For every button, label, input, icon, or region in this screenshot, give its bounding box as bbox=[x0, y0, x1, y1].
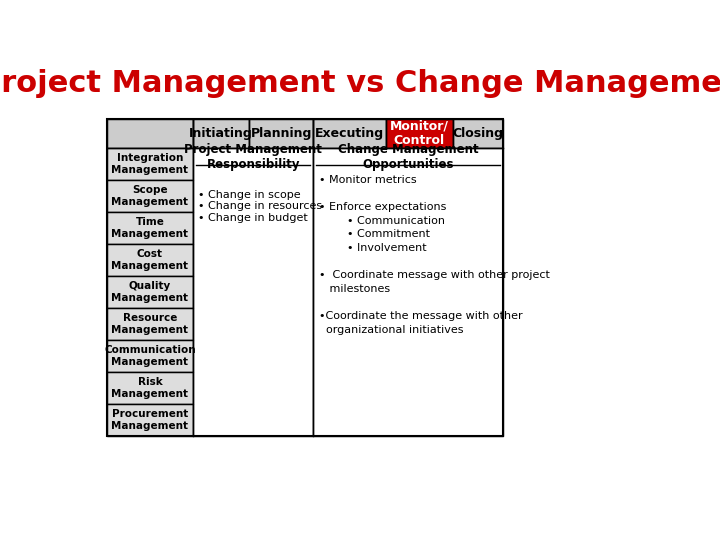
FancyBboxPatch shape bbox=[193, 119, 249, 148]
FancyBboxPatch shape bbox=[107, 148, 193, 180]
FancyBboxPatch shape bbox=[249, 119, 313, 148]
Text: Scope
Management: Scope Management bbox=[112, 185, 189, 207]
Text: Time
Management: Time Management bbox=[112, 217, 189, 239]
Text: Project Management vs Change Management: Project Management vs Change Management bbox=[0, 69, 720, 98]
FancyBboxPatch shape bbox=[313, 148, 503, 436]
Text: • Change in scope
• Change in resources
• Change in budget: • Change in scope • Change in resources … bbox=[198, 190, 322, 222]
Text: Monitor/
Control: Monitor/ Control bbox=[390, 119, 449, 147]
FancyBboxPatch shape bbox=[107, 340, 193, 372]
Text: Initiating: Initiating bbox=[189, 127, 253, 140]
Text: Change Management
Opportunities: Change Management Opportunities bbox=[338, 143, 478, 171]
FancyBboxPatch shape bbox=[107, 212, 193, 244]
FancyBboxPatch shape bbox=[107, 372, 193, 404]
Text: Planning: Planning bbox=[251, 127, 312, 140]
Text: Communication
Management: Communication Management bbox=[104, 345, 196, 367]
Text: Cost
Management: Cost Management bbox=[112, 249, 189, 271]
FancyBboxPatch shape bbox=[107, 119, 193, 148]
FancyBboxPatch shape bbox=[107, 404, 193, 436]
Text: Resource
Management: Resource Management bbox=[112, 313, 189, 335]
FancyBboxPatch shape bbox=[107, 276, 193, 308]
FancyBboxPatch shape bbox=[107, 180, 193, 212]
Text: • Monitor metrics

• Enforce expectations
        • Communication
        • Comm: • Monitor metrics • Enforce expectations… bbox=[319, 175, 549, 335]
FancyBboxPatch shape bbox=[313, 119, 386, 148]
Text: Risk
Management: Risk Management bbox=[112, 377, 189, 399]
Text: Project Management
Responsibility: Project Management Responsibility bbox=[184, 143, 322, 171]
Text: Quality
Management: Quality Management bbox=[112, 281, 189, 303]
Text: Procurement
Management: Procurement Management bbox=[112, 409, 189, 431]
FancyBboxPatch shape bbox=[107, 308, 193, 340]
FancyBboxPatch shape bbox=[107, 244, 193, 276]
Text: Closing: Closing bbox=[452, 127, 503, 140]
FancyBboxPatch shape bbox=[193, 148, 313, 436]
FancyBboxPatch shape bbox=[453, 119, 503, 148]
Text: Integration
Management: Integration Management bbox=[112, 153, 189, 175]
Text: Executing: Executing bbox=[315, 127, 384, 140]
FancyBboxPatch shape bbox=[386, 119, 453, 148]
